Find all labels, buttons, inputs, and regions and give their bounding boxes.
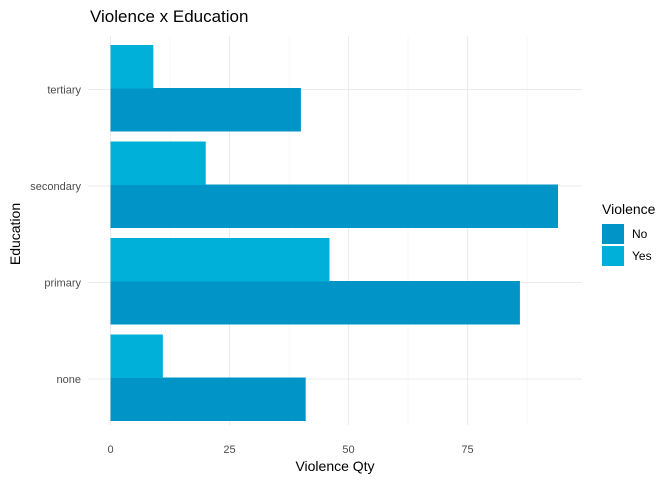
bar-yes-primary [110,238,330,282]
bar-no-secondary [110,184,558,228]
y-axis-title: Education [7,203,23,265]
bar-yes-none [110,334,163,378]
bars [110,45,558,421]
bar-yes-tertiary [110,45,154,89]
bar-no-tertiary [110,88,301,132]
y-tick-labels: none primary secondary tertiary [30,85,81,387]
x-axis-title: Violence Qty [295,458,374,474]
legend-key-yes [602,246,624,266]
legend: Violence No Yes [602,201,656,266]
legend-label-no: No [632,227,648,241]
bar-yes-secondary [110,141,206,185]
legend-title: Violence [602,201,656,217]
x-tick-label: 50 [342,444,354,456]
legend-key-no [602,224,624,244]
bar-no-primary [110,281,520,325]
x-tick-label: 0 [107,444,113,456]
x-tick-label: 75 [461,444,473,456]
y-tick-label: secondary [30,181,81,193]
y-tick-label: primary [44,278,81,290]
bar-no-none [110,377,306,421]
y-tick-label: tertiary [47,85,81,97]
x-tick-label: 25 [223,444,235,456]
x-tick-labels: 0 25 50 75 [107,444,473,456]
legend-label-yes: Yes [632,249,652,263]
chart-title: Violence x Education [90,7,248,26]
y-tick-label: none [57,374,81,386]
